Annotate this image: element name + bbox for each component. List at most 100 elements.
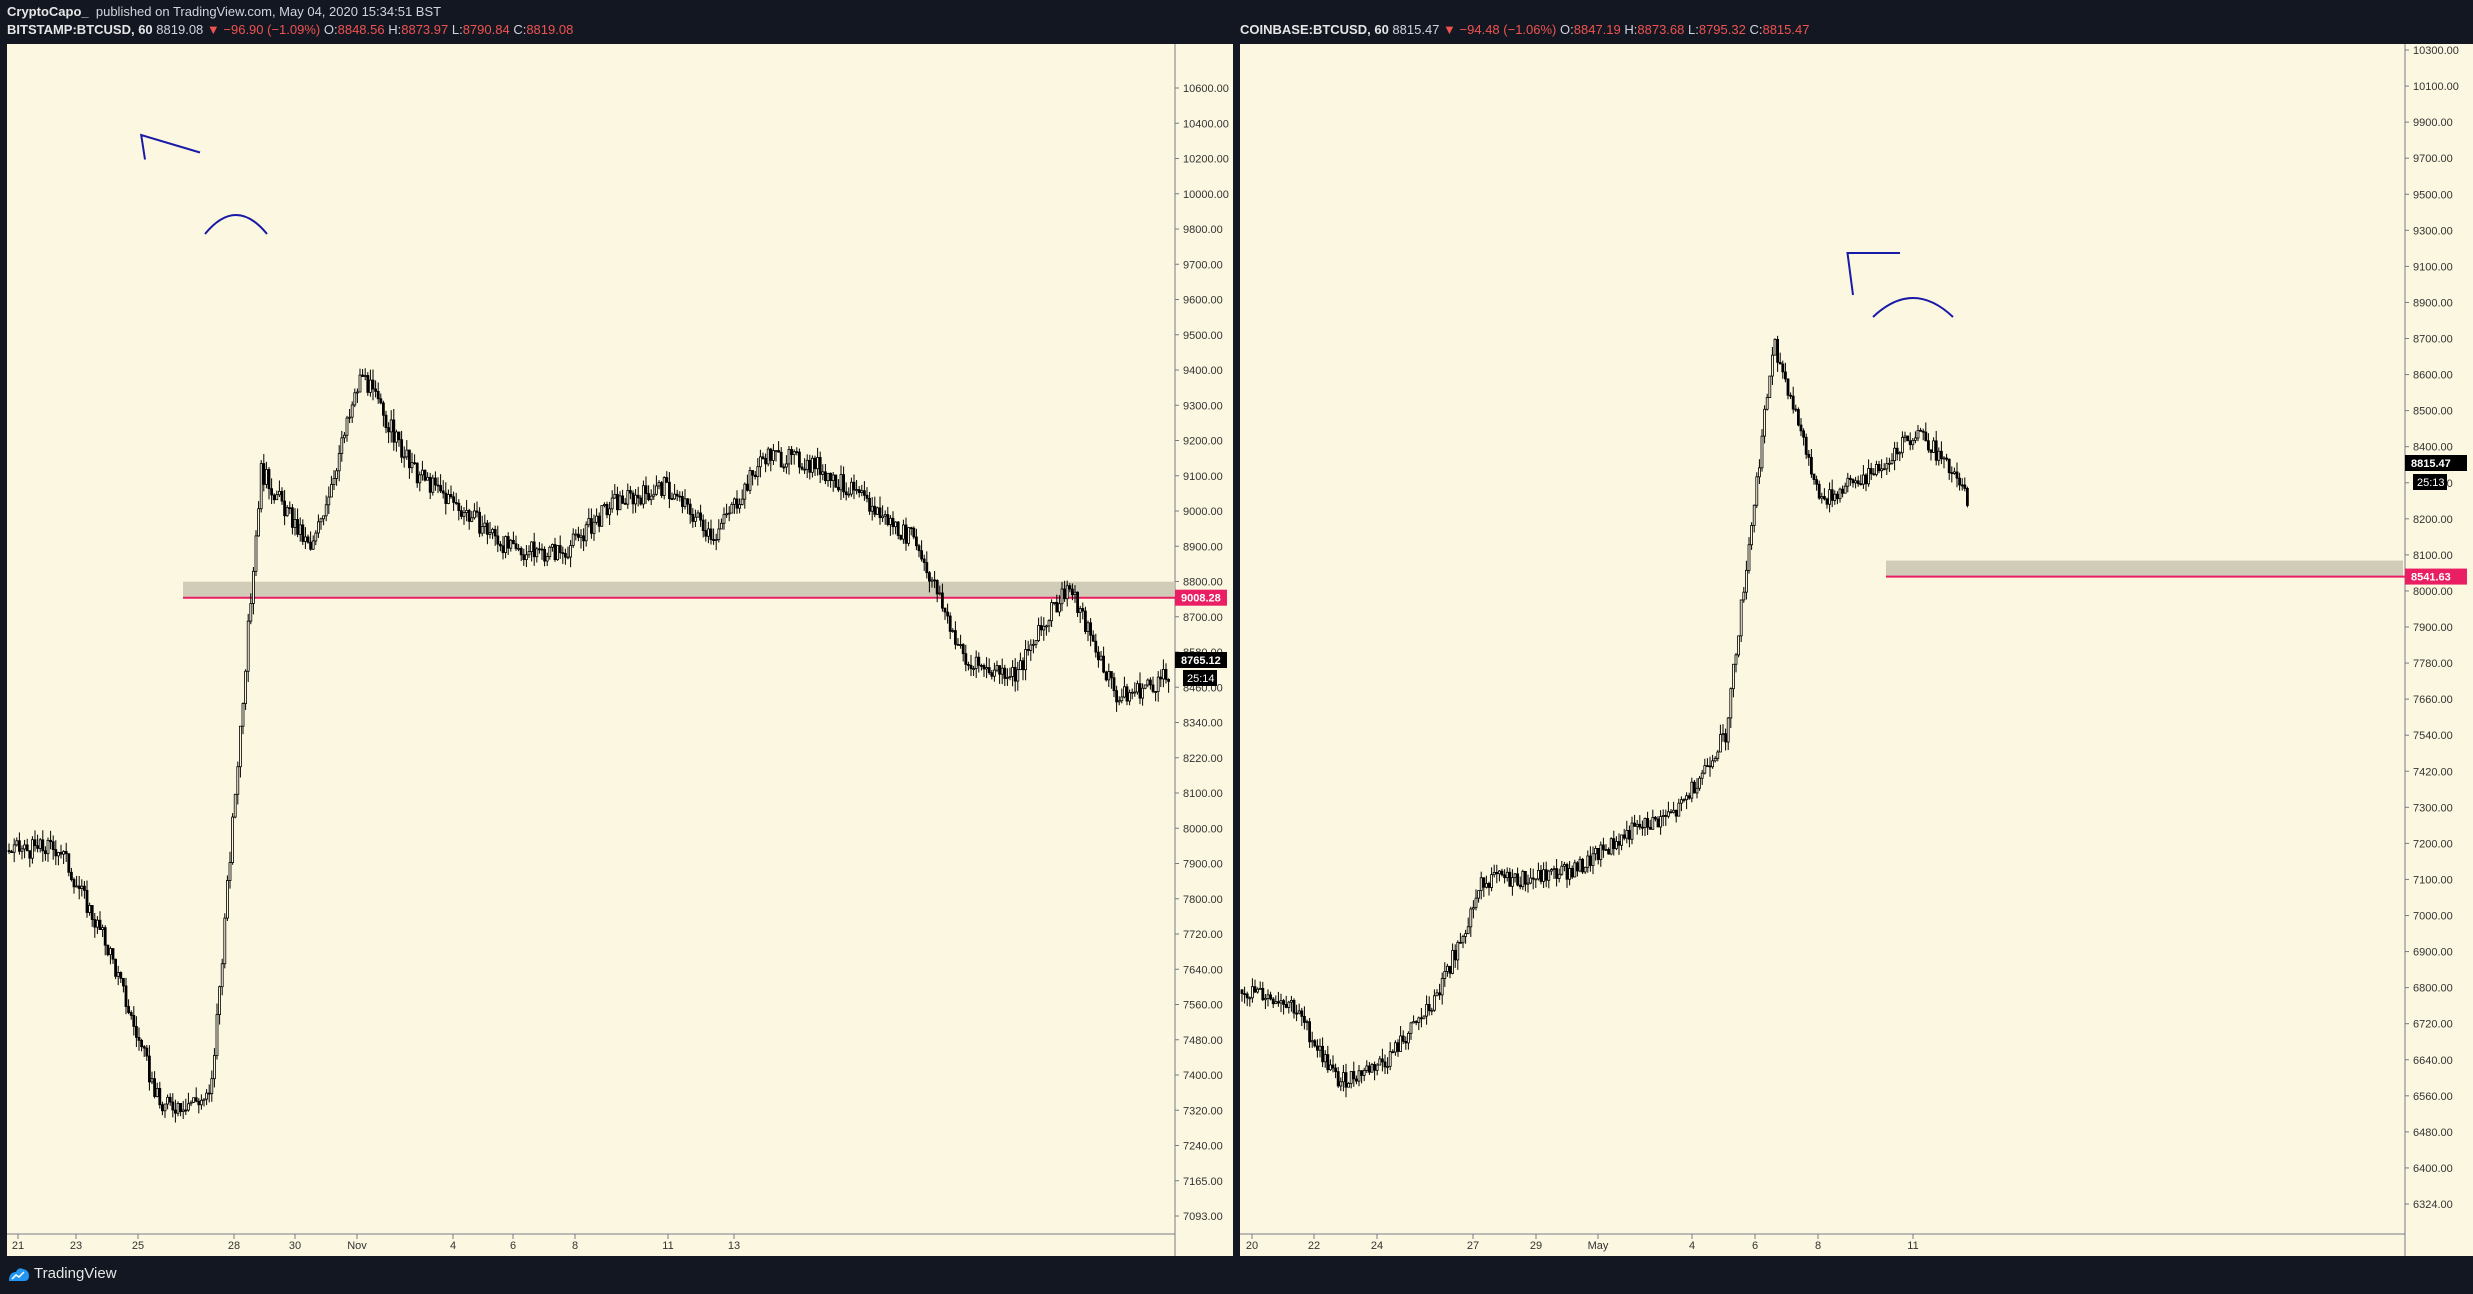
candle-body	[1810, 456, 1813, 475]
y-tick-label: 9500.00	[1183, 330, 1223, 342]
candle-body	[636, 494, 640, 499]
symbol-left[interactable]: BITSTAMP:BTCUSD, 60	[7, 22, 153, 37]
candle-body	[1950, 472, 1954, 475]
y-tick-label: 8900.00	[1183, 541, 1223, 553]
candle-body	[1578, 858, 1582, 872]
candle-body	[649, 495, 653, 501]
candle-body	[137, 1037, 141, 1041]
candle-body	[1138, 683, 1142, 699]
candle-body	[1882, 468, 1886, 471]
y-tick-label: 7480.00	[1183, 1035, 1223, 1047]
tradingview-brand[interactable]: TradingView	[34, 1265, 117, 1282]
candle-body	[1869, 468, 1873, 475]
candle-body	[1409, 1022, 1413, 1034]
candle-body	[1877, 464, 1881, 472]
x-tick-label: 23	[70, 1240, 82, 1252]
candle-body	[795, 451, 799, 454]
candle-body	[621, 495, 624, 504]
candle-body	[941, 592, 944, 609]
candle-body	[17, 840, 21, 852]
low-left: L:8790.84	[451, 22, 510, 37]
candle-body	[1123, 686, 1126, 698]
chart-panel-bitstamp[interactable]: 10600.00 10400.00 10200.00 10000.00 9800.00 9…	[7, 44, 1233, 1256]
y-tick-label: 8220.00	[1183, 753, 1223, 765]
candle-body	[1492, 872, 1496, 876]
candle-body	[1859, 483, 1863, 486]
candle-body	[1329, 1064, 1332, 1071]
candle-body	[1812, 473, 1816, 480]
candle-body	[439, 485, 443, 492]
candle-body	[1653, 816, 1657, 820]
candle-body	[1914, 437, 1917, 441]
candle-body	[925, 562, 929, 574]
candle-body	[1388, 1051, 1392, 1067]
candle-body	[1713, 757, 1717, 762]
candle-body	[1638, 823, 1642, 828]
candle-body	[1500, 870, 1504, 876]
candle-body	[1672, 809, 1676, 813]
candle-body	[306, 536, 310, 543]
symbol-right[interactable]: COINBASE:BTCUSD, 60	[1240, 22, 1389, 37]
candle-body	[1841, 488, 1844, 494]
candle-body	[655, 485, 658, 495]
y-tick-label: 8400.00	[2413, 442, 2453, 454]
candle-body	[1927, 440, 1930, 451]
author-name[interactable]: CryptoCapo_	[7, 4, 89, 19]
candle-body	[1448, 965, 1452, 974]
candle-body	[418, 474, 422, 484]
candle-body	[564, 552, 567, 558]
candle-body	[150, 1078, 154, 1083]
candle-body	[1687, 795, 1691, 799]
candle-body	[1107, 671, 1111, 681]
candle-body	[1443, 971, 1447, 979]
candle-body	[855, 489, 858, 492]
candle-body	[644, 485, 648, 494]
candle-body	[1609, 838, 1613, 855]
candle-body	[413, 462, 417, 465]
candle-body	[566, 556, 570, 559]
x-tick-label: 11	[662, 1240, 673, 1252]
candle-body	[889, 517, 892, 525]
close-right: C:8815.47	[1749, 22, 1810, 37]
candle-body	[1355, 1078, 1358, 1082]
close-left: C:8819.08	[513, 22, 574, 37]
candle-body	[1141, 687, 1144, 699]
candle-body	[285, 507, 289, 517]
candle-body	[80, 885, 84, 889]
candle-body	[1851, 479, 1855, 484]
candle-body	[673, 493, 676, 500]
candle-body	[514, 543, 518, 549]
y-tick-label: 7300.00	[2413, 802, 2453, 814]
candle-body	[62, 851, 65, 855]
candle-body	[1432, 995, 1436, 1011]
candle-body	[707, 528, 710, 537]
candle-body	[374, 388, 378, 392]
candle-body	[459, 510, 463, 517]
candle-body	[244, 670, 248, 704]
candle-body	[163, 1103, 167, 1112]
chart-panel-coinbase[interactable]: 10300.00 10100.00 9900.00 9700.00 9500.00 930…	[1240, 44, 2473, 1256]
candle-body	[194, 1097, 198, 1102]
candle-body	[1277, 1001, 1280, 1004]
candle-body	[631, 492, 635, 505]
candle-body	[1297, 1010, 1301, 1014]
candle-body	[1828, 489, 1831, 505]
candle-body	[681, 496, 684, 507]
candle-body	[1406, 1032, 1410, 1044]
candle-body	[298, 524, 302, 535]
candle-body	[543, 548, 546, 562]
candle-body	[808, 459, 812, 473]
candle-body	[220, 963, 224, 988]
x-tick-label: Nov	[347, 1240, 367, 1252]
y-tick-label: 10600.00	[1183, 83, 1229, 95]
candle-body	[290, 507, 294, 528]
chart-svg-bitstamp[interactable]: 10600.00 10400.00 10200.00 10000.00 9800.00 9…	[7, 44, 1233, 1256]
support-price-label: 8541.63	[2405, 568, 2467, 585]
tradingview-logo-icon[interactable]	[8, 1266, 30, 1282]
candle-body	[1362, 1070, 1366, 1076]
chart-svg-coinbase[interactable]: 10300.00 10100.00 9900.00 9700.00 9500.00 930…	[1240, 44, 2473, 1256]
candle-body	[998, 665, 1001, 675]
candle-body	[876, 507, 879, 515]
high-value-right: 8873.68	[1637, 22, 1685, 37]
candle-body	[70, 871, 73, 880]
